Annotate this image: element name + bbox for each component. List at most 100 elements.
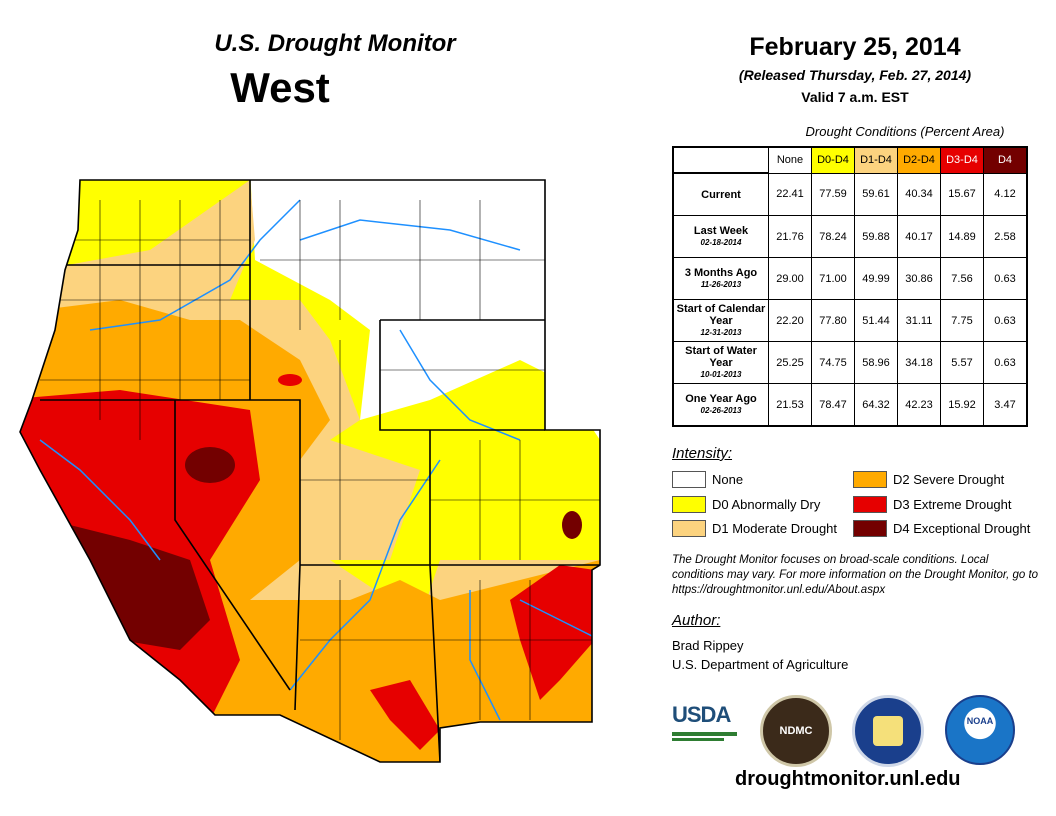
table-cell: 15.92 [940,383,984,427]
legend-swatch [672,520,706,537]
legend-label: D3 Extreme Drought [893,497,1012,512]
col-d3-d4: D3-D4 [940,146,984,174]
legend-item-d2: D2 Severe Drought [853,471,1004,488]
row-label: Current [672,172,769,216]
state-borders [40,180,600,762]
author-org: U.S. Department of Agriculture [672,657,849,672]
legend-item-d3: D3 Extreme Drought [853,496,1012,513]
table-cell: 78.47 [811,383,855,427]
noaa-logo-text: NOAA [966,716,994,726]
table-cell: 74.75 [811,341,855,384]
d4-area [50,520,210,650]
table-cell: 40.17 [897,215,941,258]
col-d0-d4: D0-D4 [811,146,855,174]
row-label: Start of Water Year 10-01-2013 [672,341,769,384]
legend-title: Intensity: [672,445,733,462]
row-date: 11-26-2013 [700,279,742,289]
row-label: 3 Months Ago 11-26-2013 [672,257,769,300]
legend-label: D4 Exceptional Drought [893,521,1031,536]
row-date: 12-31-2013 [700,327,742,337]
d3-spot [278,374,302,386]
county-lines [40,200,600,740]
d4-area-nv [185,447,235,483]
ndmc-logo: NDMC [760,695,832,767]
valid-time: Valid 7 a.m. EST [801,89,909,105]
table-cell: 15.67 [940,172,984,216]
table-cell: 3.47 [983,383,1028,427]
d3-area-south [370,680,440,750]
usda-logo-text: USDA [672,702,731,727]
row-label: Last Week 02-18-2014 [672,215,769,258]
legend-label: D1 Moderate Drought [712,521,838,536]
table-cell: 22.20 [768,299,812,342]
author-title: Author: [672,612,721,629]
row-date: 10-01-2013 [700,369,742,379]
table-cell: 25.25 [768,341,812,384]
legend-swatch [853,471,887,488]
table-cell: 0.63 [983,257,1028,300]
region-title: West [230,64,330,111]
table-cell: 21.76 [768,215,812,258]
map-title: U.S. Drought Monitor [214,30,456,57]
row-date: 02-26-2013 [700,405,742,415]
table-row: Current 22.41 77.59 59.61 40.34 15.67 4.12 [672,172,1028,216]
usda-logo: USDA [672,702,737,747]
table-row: 3 Months Ago 11-26-2013 29.00 71.00 49.99 30.… [672,257,1028,300]
drought-map [19,179,601,763]
col-d4: D4 [983,146,1028,174]
col-d1-d4: D1-D4 [854,146,898,174]
legend-item-d1: D1 Moderate Drought [672,520,837,537]
table-cell: 2.58 [983,215,1028,258]
table-cell: 49.99 [854,257,898,300]
table-cell: 0.63 [983,341,1028,384]
table-cell: 0.63 [983,299,1028,342]
table-cell: 21.53 [768,383,812,427]
table-cell: 42.23 [897,383,941,427]
legend-item-d0: D0 Abnormally Dry [672,496,820,513]
table-row: Start of Water Year 10-01-2013 25.25 74.75 5… [672,341,1028,384]
table-cell: 40.34 [897,172,941,216]
table-cell: 77.80 [811,299,855,342]
table-header-row: None D0-D4 D1-D4 D2-D4 D3-D4 D4 [673,146,1028,174]
table-cell: 4.12 [983,172,1028,216]
legend-label: D0 Abnormally Dry [712,497,821,512]
website-url[interactable]: droughtmonitor.unl.edu [735,768,961,790]
disclaimer-note: The Drought Monitor focuses on broad-sca… [672,554,1039,596]
col-d2-d4: D2-D4 [897,146,941,174]
row-label-text: Start of Calendar Year [676,302,766,327]
legend-swatch [672,471,706,488]
table-row: One Year Ago 02-26-2013 21.53 78.47 64.32 42.… [672,383,1028,427]
author-name: Brad Rippey [672,638,744,653]
table-row: Last Week 02-18-2014 21.76 78.24 59.88 40.17 1… [672,215,1028,258]
legend-swatch [853,496,887,513]
table-caption: Drought Conditions (Percent Area) [805,124,1005,139]
row-label-text: Last Week [693,224,749,237]
table-cell: 51.44 [854,299,898,342]
row-label: One Year Ago 02-26-2013 [672,383,769,427]
legend-label: None [712,472,744,487]
row-label-text: Start of Water Year [685,344,757,369]
map-date: February 25, 2014 [749,33,961,61]
table-row: Start of Calendar Year 12-31-2013 22.20 77.… [672,299,1028,342]
legend-item-d4: D4 Exceptional Drought [853,520,1030,537]
legend-swatch [853,520,887,537]
table-cell: 64.32 [854,383,898,427]
col-none: None [768,146,812,174]
table-cell: 78.24 [811,215,855,258]
table-cell: 30.86 [897,257,941,300]
table-cell: 58.96 [854,341,898,384]
row-label: Start of Calendar Year 12-31-2013 [672,299,769,342]
table-cell: 7.56 [940,257,984,300]
row-label-text: One Year Ago [685,392,757,405]
ndmc-logo-text: NDMC [779,725,813,737]
table-cell: 31.11 [897,299,941,342]
table-cell: 34.18 [897,341,941,384]
table-cell: 14.89 [940,215,984,258]
d3-area-east [510,565,595,700]
table-cell: 59.88 [854,215,898,258]
d4-area-co [562,511,582,539]
legend-label: D2 Severe Drought [893,472,1005,487]
table-cell: 5.57 [940,341,984,384]
table-cell: 71.00 [811,257,855,300]
